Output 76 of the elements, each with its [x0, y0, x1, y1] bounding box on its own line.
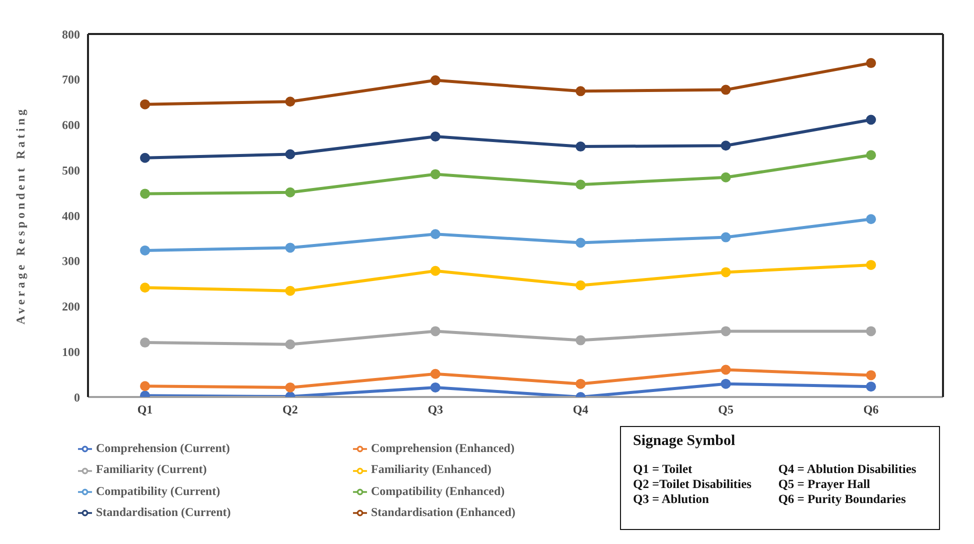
point	[866, 114, 876, 125]
point	[576, 378, 586, 389]
point	[866, 150, 876, 160]
legend-label: Standardisation (Current)	[96, 504, 231, 519]
x-tick-label: Q6	[863, 402, 879, 417]
x-tick-label: Q5	[718, 402, 734, 417]
point	[576, 180, 586, 190]
text: Q4 = Ablution Disabilities	[778, 462, 918, 477]
point	[430, 368, 440, 379]
point	[576, 335, 586, 346]
legend-label: Comprehension (Current)	[96, 441, 230, 455]
point	[140, 152, 150, 163]
point	[720, 232, 731, 242]
point	[720, 140, 731, 151]
point	[866, 326, 876, 336]
point	[430, 326, 440, 336]
x-tick-label: Q4	[572, 402, 588, 417]
y-tick-label: 400	[62, 208, 80, 223]
legend-label: Comprehension (Enhanced)	[371, 441, 514, 455]
point	[720, 326, 731, 336]
y-tick-label: 200	[62, 300, 80, 314]
point	[140, 99, 150, 110]
point	[140, 282, 150, 293]
point	[866, 382, 876, 392]
point	[866, 260, 876, 270]
point	[866, 58, 876, 68]
text: Q5 = Prayer Hall	[778, 477, 872, 492]
legend-label: Standardisation (Enhanced)	[371, 504, 516, 519]
point	[720, 378, 731, 389]
point	[720, 172, 731, 182]
legend-label: Compatibility (Current)	[96, 484, 220, 498]
point	[720, 84, 731, 95]
text: Q2 =Toilet Disabilities	[633, 477, 752, 492]
text: Q6 = Purity Boundaries	[778, 492, 907, 507]
point	[140, 245, 150, 256]
y-tick-label: 500	[62, 163, 80, 178]
point	[576, 238, 586, 248]
point	[576, 280, 586, 290]
y-tick-label: 700	[62, 72, 80, 87]
text: Signage Symbol	[633, 433, 736, 450]
point	[720, 267, 731, 278]
point	[430, 169, 440, 180]
text: Q1 = Toilet	[633, 462, 694, 477]
point	[720, 364, 731, 375]
point	[866, 214, 876, 224]
point	[285, 242, 296, 253]
y-axis-title: Average Respondent Rating	[13, 106, 28, 325]
point	[430, 132, 440, 142]
legend-label: Familiarity (Enhanced)	[371, 462, 492, 476]
legend-label: Familiarity (Current)	[96, 462, 207, 476]
text: Q3 = Ablution	[633, 492, 710, 507]
point	[576, 86, 586, 96]
y-tick-label: 300	[62, 254, 80, 268]
point	[285, 286, 296, 296]
x-tick-label: Q1	[137, 402, 153, 417]
point	[430, 229, 440, 240]
point	[430, 266, 440, 276]
point	[576, 142, 586, 152]
point	[430, 382, 440, 392]
legend-label: Compatibility (Enhanced)	[371, 484, 505, 498]
y-tick-label: 600	[62, 118, 80, 132]
y-tick-label: 800	[62, 27, 80, 42]
y-tick-label: 100	[62, 344, 80, 359]
point	[866, 370, 876, 380]
point	[140, 338, 150, 348]
point	[285, 382, 296, 392]
point	[285, 187, 296, 198]
point	[430, 75, 440, 86]
y-tick-label: 0	[74, 390, 80, 404]
point	[285, 339, 296, 350]
point	[285, 149, 296, 160]
x-tick-label: Q2	[282, 402, 298, 417]
point	[140, 381, 150, 392]
x-tick-label: Q3	[428, 402, 444, 417]
point	[285, 96, 296, 107]
point	[140, 188, 150, 199]
